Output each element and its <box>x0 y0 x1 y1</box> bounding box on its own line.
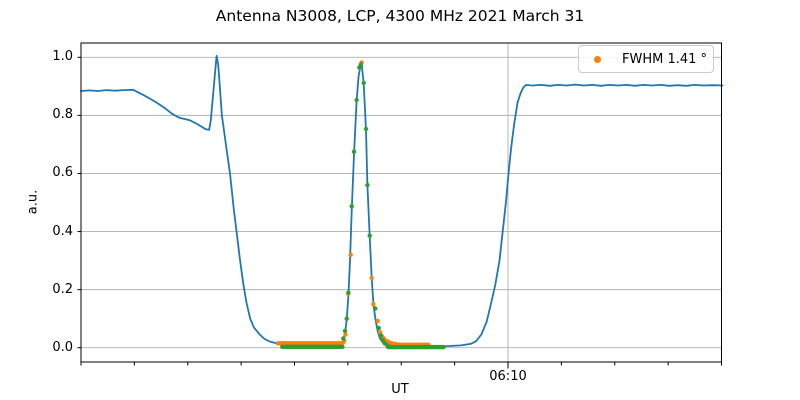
drift-scan-signal <box>80 54 724 348</box>
tick-marks <box>77 56 722 369</box>
y-tick-label: 0.8 <box>52 107 73 123</box>
y-tick-label: 0.2 <box>52 281 73 297</box>
legend: FWHM 1.41 ° <box>578 45 714 73</box>
y-tick-label: 0.0 <box>52 339 73 355</box>
legend-marker-dot-icon <box>594 55 601 63</box>
axes-spines <box>80 42 722 363</box>
y-tick-label: 0.6 <box>52 165 73 181</box>
y-tick-label: 1.0 <box>52 49 73 65</box>
grid-lines <box>81 43 722 362</box>
y-tick-label: 0.4 <box>52 223 73 239</box>
x-axis-label: UT <box>391 382 409 397</box>
fwhm-scatter-orange <box>275 60 431 347</box>
chart-title: Antenna N3008, LCP, 4300 MHz 2021 March … <box>215 7 585 25</box>
fwhm-scatter-green <box>280 62 446 350</box>
legend-label: FWHM 1.41 ° <box>622 51 708 67</box>
y-axis-label: a.u. <box>25 189 41 215</box>
x-tick-label-0610: 06:10 <box>489 369 527 384</box>
